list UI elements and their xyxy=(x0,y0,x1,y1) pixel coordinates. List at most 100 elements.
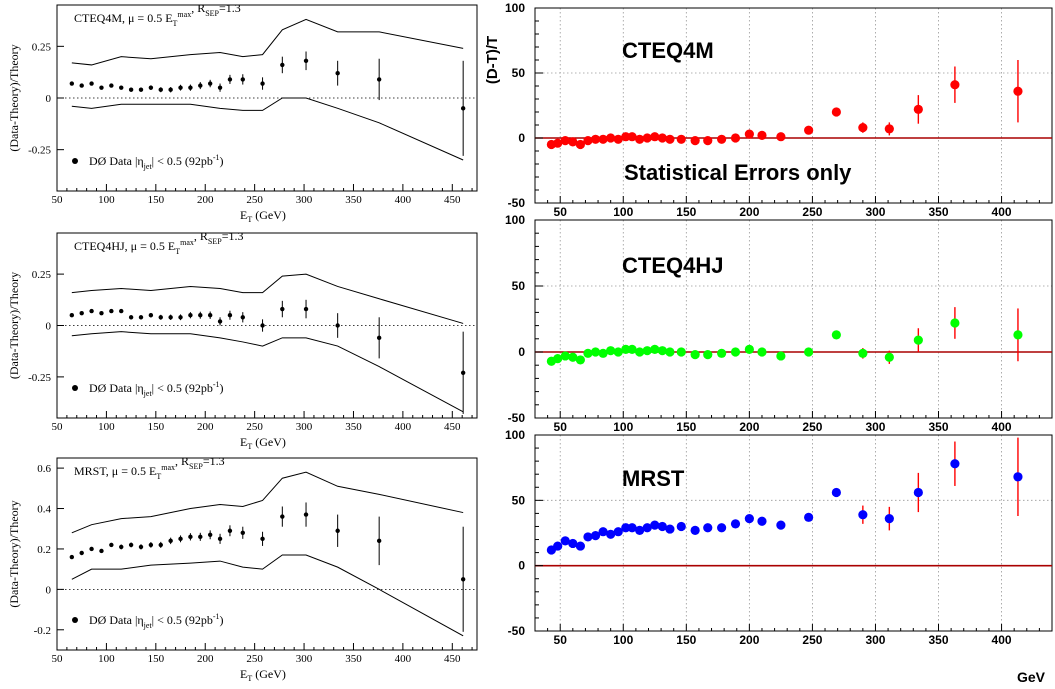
panel-title: MRST xyxy=(622,466,685,491)
data-point xyxy=(676,521,686,532)
data-point xyxy=(657,133,667,143)
x-tick-label: 200 xyxy=(197,194,214,206)
x-tick-label: 300 xyxy=(296,653,313,665)
data-point xyxy=(460,370,466,375)
panel-title: MRST, μ = 0.5 ETmax, RSEP=1.3 xyxy=(74,454,225,481)
data-point xyxy=(613,134,623,144)
data-point xyxy=(553,354,563,364)
data-point xyxy=(598,527,608,537)
data-point xyxy=(583,348,593,358)
y-tick-label: -50 xyxy=(508,411,526,425)
data-point xyxy=(776,520,786,530)
data-point xyxy=(804,125,814,135)
band-lower-line xyxy=(71,554,464,637)
band-lower-line xyxy=(71,97,464,161)
x-tick-label: 350 xyxy=(345,653,362,665)
x-tick-label: 250 xyxy=(802,420,822,434)
data-point xyxy=(198,534,203,540)
x-tick-label: 450 xyxy=(444,194,461,206)
x-tick-label: 250 xyxy=(246,421,263,433)
data-point xyxy=(376,335,382,341)
data-point xyxy=(757,516,767,526)
data-point xyxy=(757,347,767,357)
data-point xyxy=(560,351,570,361)
panel-title: CTEQ4HJ, μ = 0.5 ETmax, RSEP=1.3 xyxy=(74,229,243,256)
x-axis-label: GeV xyxy=(1017,669,1046,685)
band-lower-line xyxy=(71,331,464,413)
y-tick-label: 100 xyxy=(505,428,525,442)
x-tick-label: 350 xyxy=(928,420,948,434)
left-panel-3: 50 100 150 200 250 300 350 400 450 0.6 0.4 0.2 0 -0.2… xyxy=(7,454,478,683)
legend-text: DØ Data |ηjet| < 0.5 (92pb-1) xyxy=(89,153,224,171)
x-tick-label: 300 xyxy=(865,633,885,647)
y-tick-label: 0.6 xyxy=(37,463,51,475)
data-point xyxy=(89,546,94,552)
data-point xyxy=(744,129,754,139)
data-point xyxy=(757,130,767,140)
x-tick-label: 100 xyxy=(613,205,633,219)
data-point xyxy=(858,123,868,133)
data-point xyxy=(158,542,163,548)
x-tick-label: 300 xyxy=(296,421,313,433)
data-point xyxy=(730,347,741,357)
data-point xyxy=(69,313,75,318)
panel-title: CTEQ4M xyxy=(622,38,714,63)
data-point xyxy=(207,313,213,318)
data-point xyxy=(148,85,154,90)
data-point xyxy=(913,104,923,114)
data-point xyxy=(1013,86,1023,96)
data-point xyxy=(128,315,134,320)
data-point xyxy=(260,323,265,328)
data-point xyxy=(665,134,675,144)
panel-title: CTEQ4M, μ = 0.5 ETmax, RSEP=1.3 xyxy=(74,1,241,28)
data-point xyxy=(335,528,340,533)
x-tick-label: 400 xyxy=(395,194,412,206)
legend-marker xyxy=(72,385,78,391)
data-point xyxy=(109,542,114,548)
data-point xyxy=(217,85,223,90)
data-point xyxy=(99,548,104,554)
data-point xyxy=(240,530,245,535)
x-tick-label: 150 xyxy=(148,421,165,433)
plot-frame xyxy=(534,219,1053,419)
y-tick-label: 0 xyxy=(518,345,525,359)
x-axis-label: ET (GeV) xyxy=(240,435,286,451)
x-tick-label: 50 xyxy=(52,653,64,665)
data-point xyxy=(690,525,700,535)
x-tick-label: 50 xyxy=(554,633,568,647)
x-tick-label: 300 xyxy=(296,194,313,206)
data-point xyxy=(198,83,203,88)
panel-title: CTEQ4HJ xyxy=(622,253,723,278)
data-point xyxy=(188,534,193,540)
right-panel-3: 50 100 150 200 250 300 350 400 100 50 0 -50 MRST GeV xyxy=(505,428,1053,685)
data-point xyxy=(89,308,94,314)
x-tick-label: 350 xyxy=(928,205,948,219)
data-point xyxy=(690,136,700,146)
data-point xyxy=(613,527,623,537)
data-point xyxy=(260,536,265,542)
data-point xyxy=(590,347,601,357)
x-tick-label: 350 xyxy=(345,194,362,206)
y-axis-label: (Data-Theory)/Theory xyxy=(7,500,21,607)
data-point xyxy=(227,77,233,82)
data-point xyxy=(884,352,894,362)
y-tick-label: 100 xyxy=(505,1,525,15)
y-axis-label: (Data-Theory)/Theory xyxy=(7,272,21,379)
band-upper-line xyxy=(71,273,464,324)
data-point xyxy=(303,58,309,63)
x-tick-label: 400 xyxy=(992,205,1012,219)
data-point xyxy=(99,85,104,90)
data-point xyxy=(627,523,637,533)
data-point xyxy=(148,542,154,548)
y-axis-label: (Data-Theory)/Theory xyxy=(7,44,21,151)
right-panel-1: 50 100 150 200 250 300 350 400 100 50 0 -50 CTEQ4M St… xyxy=(484,1,1053,219)
data-point xyxy=(913,487,923,498)
data-point xyxy=(158,315,163,320)
data-point xyxy=(621,523,631,533)
x-tick-label: 50 xyxy=(554,205,568,219)
x-tick-label: 200 xyxy=(739,205,759,219)
data-point xyxy=(575,355,585,365)
data-point xyxy=(613,347,623,357)
data-point xyxy=(227,313,233,318)
y-tick-label: 0.4 xyxy=(37,504,51,516)
